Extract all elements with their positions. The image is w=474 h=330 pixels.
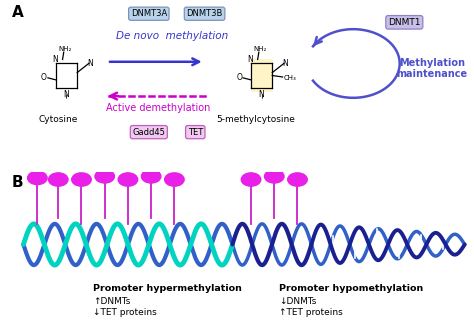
Text: Cytosine: Cytosine bbox=[38, 115, 78, 124]
Text: Gadd45: Gadd45 bbox=[132, 128, 165, 137]
Text: CH₃: CH₃ bbox=[284, 76, 297, 82]
Text: ↑DNMTs: ↑DNMTs bbox=[93, 297, 130, 306]
Text: O: O bbox=[41, 73, 47, 82]
Text: TET: TET bbox=[188, 128, 203, 137]
Text: DNMT1: DNMT1 bbox=[388, 18, 420, 27]
Text: NH₂: NH₂ bbox=[254, 46, 267, 52]
Text: ↓TET proteins: ↓TET proteins bbox=[93, 309, 157, 317]
Circle shape bbox=[95, 170, 114, 183]
Text: N: N bbox=[64, 90, 69, 99]
Circle shape bbox=[27, 171, 47, 184]
Circle shape bbox=[241, 173, 261, 186]
Text: N: N bbox=[52, 55, 57, 64]
Text: ↑TET proteins: ↑TET proteins bbox=[279, 309, 343, 317]
Text: O: O bbox=[236, 73, 242, 82]
Text: NH₂: NH₂ bbox=[59, 46, 72, 52]
Text: Active demethylation: Active demethylation bbox=[106, 103, 210, 113]
Text: Promoter hypomethylation: Promoter hypomethylation bbox=[279, 284, 423, 293]
Circle shape bbox=[72, 173, 91, 186]
Circle shape bbox=[48, 173, 68, 186]
Text: 5-methylcytosine: 5-methylcytosine bbox=[216, 115, 295, 124]
Text: Methylation
maintenance: Methylation maintenance bbox=[397, 58, 468, 80]
Text: DNMT3B: DNMT3B bbox=[186, 9, 223, 18]
Text: ↓DNMTs: ↓DNMTs bbox=[279, 297, 316, 306]
Text: N: N bbox=[247, 55, 253, 64]
Text: N: N bbox=[283, 59, 288, 68]
Text: B: B bbox=[12, 175, 23, 190]
Circle shape bbox=[141, 170, 161, 183]
Text: N: N bbox=[87, 59, 93, 68]
Polygon shape bbox=[251, 59, 273, 91]
Text: Promoter hypermethylation: Promoter hypermethylation bbox=[93, 284, 242, 293]
Text: DNMT3A: DNMT3A bbox=[131, 9, 167, 18]
Circle shape bbox=[288, 173, 307, 186]
Text: De novo  methylation: De novo methylation bbox=[116, 31, 228, 41]
Text: A: A bbox=[12, 5, 24, 20]
Circle shape bbox=[164, 173, 184, 186]
Circle shape bbox=[118, 173, 137, 186]
Circle shape bbox=[264, 170, 284, 183]
Text: N: N bbox=[259, 90, 264, 99]
